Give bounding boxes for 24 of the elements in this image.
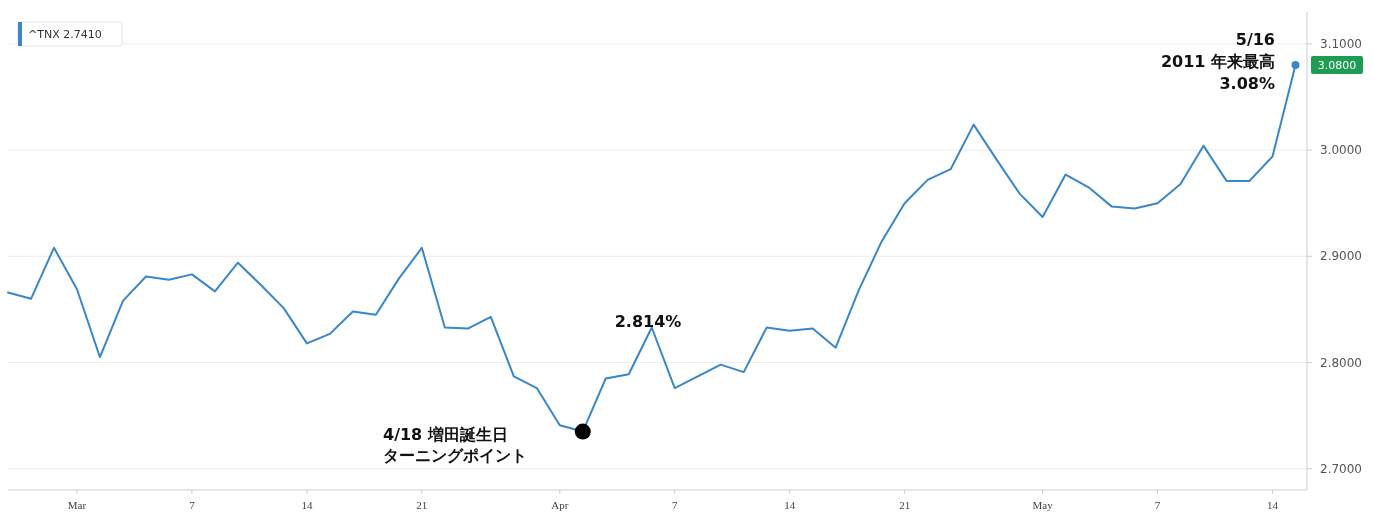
y-tick-label: 2.9000 <box>1320 249 1362 264</box>
x-tick-label: 21 <box>416 499 428 511</box>
x-tick-label: 7 <box>671 499 678 511</box>
data-label: 3.0800 <box>1317 59 1357 73</box>
x-tick-label: 14 <box>784 499 796 511</box>
annotation: 5/16 <box>1235 30 1275 49</box>
legend-label: ^TNX 2.7410 <box>28 28 102 41</box>
y-tick-label: 2.7000 <box>1320 461 1362 476</box>
x-tick-label: 14 <box>301 499 313 511</box>
annotation: 3.08% <box>1219 74 1275 93</box>
x-tick-label: Mar <box>67 499 87 511</box>
y-tick-label: 3.0000 <box>1320 143 1362 158</box>
y-tick-label: 2.8000 <box>1320 355 1362 370</box>
x-tick-label: 7 <box>189 499 196 511</box>
x-tick-label: 14 <box>1267 499 1279 511</box>
annotation: 2.814% <box>614 312 682 331</box>
annotation: 4/18 増田誕生日 <box>383 425 508 444</box>
x-tick-label: Apr <box>551 499 569 511</box>
x-tick-label: May <box>1032 499 1054 511</box>
annotation: ターニングポイント <box>383 446 527 465</box>
y-tick-label: 3.1000 <box>1320 36 1362 51</box>
x-tick-label: 21 <box>899 499 911 511</box>
annotation: 2011 年来最高 <box>1160 52 1275 71</box>
x-tick-label: 7 <box>1154 499 1161 511</box>
